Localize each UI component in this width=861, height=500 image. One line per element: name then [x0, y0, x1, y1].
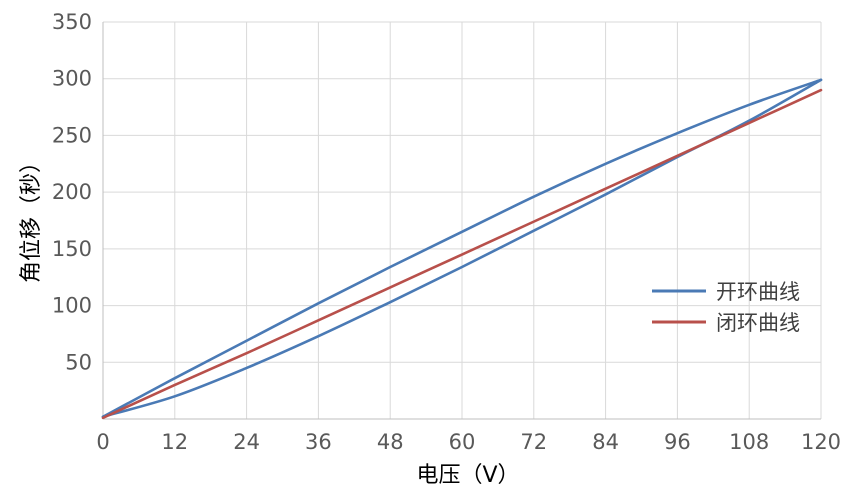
series-line-0-segment-0 [101, 78, 823, 419]
x-tick-label: 96 [664, 430, 691, 454]
x-tick-label: 48 [377, 430, 404, 454]
x-tick-label: 24 [233, 430, 260, 454]
x-axis-title: 电压（V） [416, 463, 519, 488]
x-tick-label: 72 [520, 430, 547, 454]
tick-labels: 0 12 24 36 48 60 72 84 96 108 120 50 100 150 200 250 300… [52, 10, 841, 454]
axes [102, 22, 821, 420]
x-tick-label: 36 [305, 430, 332, 454]
x-tick-label: 0 [96, 430, 109, 454]
series-layer [101, 78, 823, 420]
legend-label: 开环曲线 [716, 280, 800, 304]
y-tick-label: 250 [52, 123, 92, 147]
series-line-1-segment-0 [101, 88, 823, 420]
y-tick-label: 300 [52, 67, 92, 91]
legend-label: 闭环曲线 [716, 311, 800, 335]
x-tick-label: 108 [729, 430, 769, 454]
y-tick-label: 100 [52, 294, 92, 318]
y-tick-label: 200 [52, 180, 92, 204]
y-tick-label: 50 [65, 350, 92, 374]
x-tick-label: 12 [161, 430, 188, 454]
y-tick-label: 150 [52, 237, 92, 261]
y-tick-label: 350 [52, 10, 92, 34]
y-axis-title: 角位移（秒） [19, 151, 44, 283]
x-tick-label: 60 [449, 430, 476, 454]
x-tick-label: 84 [592, 430, 619, 454]
x-tick-label: 120 [801, 430, 841, 454]
